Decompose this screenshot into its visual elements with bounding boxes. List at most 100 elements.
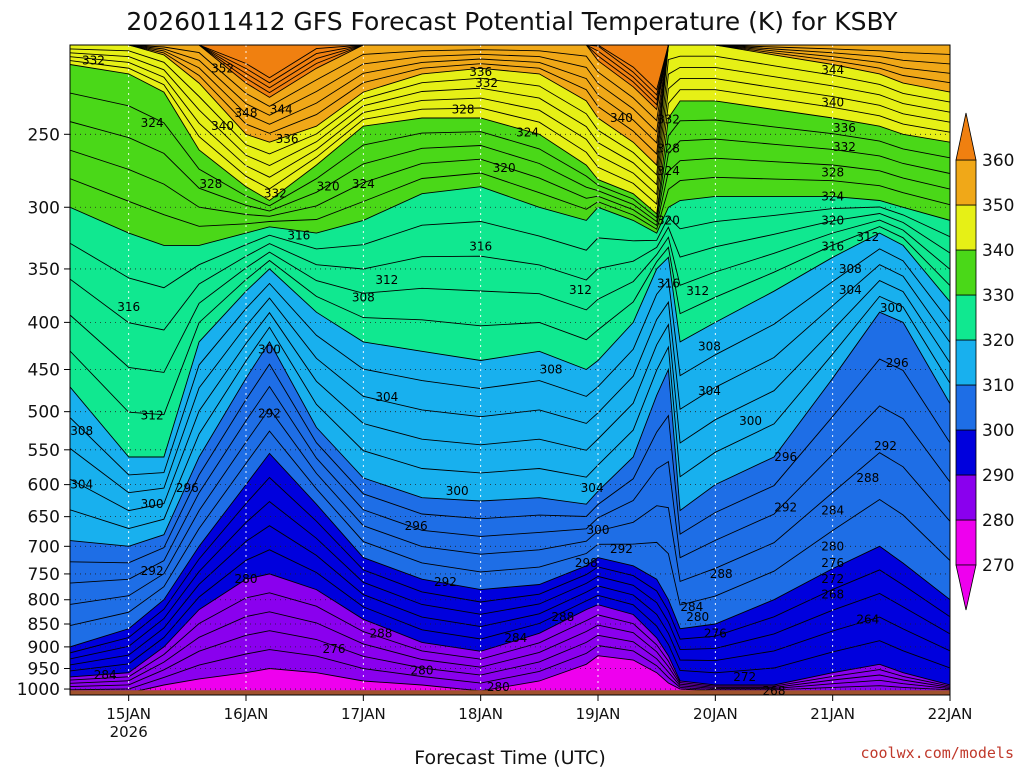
contour-line [70,149,950,227]
contour-label: 328 [657,141,680,155]
colorbar: 360 350 340 330 320 310 300 290 280 270 [955,112,1014,611]
contour-label: 308 [70,424,93,438]
ground-fill [70,690,950,695]
contour-line [70,45,950,167]
colorbar-tick-label: 350 [982,196,1014,216]
contour-line [70,45,950,101]
y-tick-label: 300 [28,198,60,218]
colorbar-band-2 [955,429,977,476]
contour-label: 276 [323,642,346,656]
contour-label: 300 [587,523,610,537]
contour-label: 304 [698,384,721,398]
contour-label: 348 [235,106,258,120]
contour-label: 308 [540,363,563,377]
contour-label: 296 [886,356,909,370]
contour-label: 340 [211,119,234,133]
contour-label: 324 [657,164,680,178]
contour-label: 336 [833,121,856,135]
y-tick-label: 250 [28,125,60,145]
colorbar-band-7 [955,204,977,251]
x-tick-label: 22JAN [928,705,973,723]
contour-line [70,295,950,529]
contour-line [70,56,950,196]
contour-label: 272 [733,670,756,684]
contour-label: 316 [469,240,492,254]
contour-label: 284 [680,600,703,614]
y-tick-label: 800 [28,591,60,611]
contour-line [70,264,950,494]
contour-label: 332 [657,113,680,127]
contour-label: 324 [821,189,844,203]
contour-label: 296 [774,450,797,464]
contour-line [70,172,950,230]
contour-line [70,630,950,690]
colorbar-band-1 [955,474,977,521]
contour-label: 316 [287,229,310,243]
contour-label: 320 [821,213,844,227]
contour-line [70,280,950,512]
contour-label: 344 [821,63,844,77]
contour-label: 304 [581,481,604,495]
contour-label: 292 [874,439,897,453]
contour-label: 300 [880,301,903,315]
contour-line [70,48,950,176]
contour-label: 308 [839,262,862,276]
contour-line [70,385,950,584]
contour-label: 304 [839,283,862,297]
contour-label: 284 [504,631,527,645]
contour-label: 352 [211,61,234,75]
contour-label: 296 [176,481,199,495]
y-tick-label: 750 [28,565,60,585]
x-tick-label: 15JAN [106,705,151,723]
contour-line [70,45,950,144]
contour-line [70,408,950,605]
colorbar-tick-label: 290 [982,466,1014,486]
contour-label: 316 [821,240,844,254]
contour-label: 284 [821,503,844,517]
contour-label: 268 [763,684,786,698]
contour-label: 272 [821,572,844,586]
contour-line [70,213,950,331]
contour-label: 300 [739,414,762,428]
contour-line [70,45,950,155]
contour-line [70,45,950,96]
contour-line [70,232,950,458]
contour-label: 298 [575,556,598,570]
colorbar-tick-label: 270 [982,556,1014,576]
colorbar-tick-label: 320 [982,331,1014,351]
y-tick-label: 1000 [17,680,60,700]
contour-line [70,206,950,289]
contour-line [70,121,950,223]
y-tick-label: 700 [28,537,60,557]
contour-label: 304 [70,478,93,492]
contour-label: 324 [352,177,375,191]
contour-line [70,45,950,111]
colorbar-band-8 [955,159,977,206]
contour-label: 328 [821,165,844,179]
contour-label: 332 [264,187,287,201]
y-tick-label: 350 [28,260,60,280]
contour-line [70,476,950,654]
contour-line [70,549,950,674]
colorbar-band-5 [955,294,977,341]
contour-line [70,45,950,133]
contour-line [70,226,950,416]
contour-label: 320 [657,213,680,227]
contour-label: 300 [258,342,281,356]
contour-line [70,45,950,106]
contour-label: 312 [375,273,398,287]
y-tick-label: 500 [28,403,60,423]
x-tick-label: 17JAN [341,705,386,723]
contour-label: 344 [270,103,293,117]
y-tick-label: 900 [28,638,60,658]
contour-line [70,645,950,691]
contour-label: 276 [821,556,844,570]
contour-line [70,525,950,666]
contour-label: 324 [141,116,164,130]
contour-label: 332 [475,76,498,90]
contour-line [70,311,950,547]
contour-line [70,186,950,246]
x-tick-label: 18JAN [458,705,503,723]
